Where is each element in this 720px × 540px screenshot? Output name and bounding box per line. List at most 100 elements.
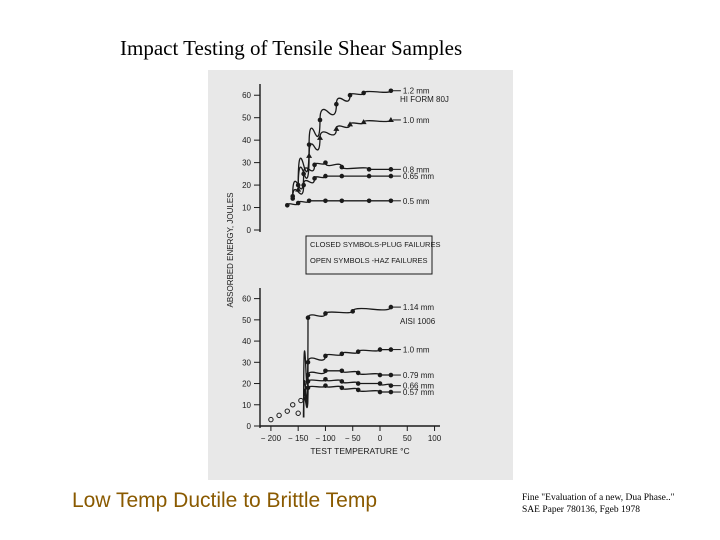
upper-y-tick-label: 10 (242, 204, 251, 213)
upper-y-tick-label: 50 (242, 114, 251, 123)
legend-note-open: OPEN SYMBOLS -HAZ FAILURES (310, 256, 428, 265)
upper-data-point (388, 88, 394, 94)
lower-data-point (323, 311, 328, 316)
upper-data-point (339, 198, 345, 204)
x-tick-label: 0 (378, 434, 383, 443)
lower-data-point (355, 370, 361, 376)
lower-data-point (377, 347, 383, 352)
lower-data-point (388, 383, 394, 388)
upper-y-tick-label: 0 (247, 226, 252, 235)
scanned-chart-figure: 60 50 40 30 20 10 0 HI FORM 80J 1.2 mm 1.0 mm 0.8 … (208, 70, 513, 480)
upper-data-point (347, 121, 353, 127)
upper-data-point (306, 152, 313, 158)
y-axis-label: ABSORBED ENERGY, JOULES (226, 193, 235, 308)
x-tick-label: − 100 (315, 434, 336, 443)
upper-data-point (388, 167, 394, 172)
lower-data-point (339, 385, 345, 391)
lower-y-tick-label: 20 (242, 380, 251, 389)
lower-data-point (388, 372, 394, 378)
lower-panel-label: AISI 1006 (400, 317, 436, 326)
x-tick-label: 100 (428, 434, 442, 443)
lower-data-point (339, 351, 345, 357)
upper-series-line (292, 175, 391, 199)
lower-series-line (302, 385, 392, 418)
upper-y-tick-label: 60 (242, 91, 251, 100)
x-tick-label: − 200 (261, 434, 282, 443)
upper-series-label: 0.8 mm (403, 165, 430, 174)
upper-data-point (323, 198, 328, 204)
lower-data-point (305, 385, 311, 391)
upper-data-point (312, 176, 317, 181)
lower-y-tick-label: 60 (242, 295, 251, 304)
upper-data-point (334, 101, 339, 107)
lower-y-tick-label: 30 (242, 358, 251, 367)
lower-y-tick-label: 0 (247, 422, 252, 431)
upper-y-tick-label: 40 (242, 136, 251, 145)
upper-data-point (284, 202, 290, 208)
reference-line-2: SAE Paper 780136, Fgeb 1978 (522, 505, 640, 515)
lower-open-symbol (284, 408, 290, 414)
lower-series-line (302, 370, 392, 418)
lower-data-point (323, 376, 328, 382)
upper-data-point (387, 116, 394, 122)
upper-data-point (366, 173, 372, 179)
lower-data-point (377, 381, 383, 386)
upper-panel-label: HI FORM 80J (400, 95, 449, 104)
upper-data-point (317, 117, 323, 123)
lower-open-symbol (298, 397, 304, 404)
lower-series-label: 1.14 mm (403, 303, 434, 312)
x-axis-label: TEST TEMPERATURE °C (310, 446, 409, 456)
lower-series-label: 0.79 mm (403, 371, 434, 380)
lower-data-point (323, 353, 328, 359)
lower-data-point (388, 389, 394, 395)
upper-series-label: 1.0 mm (403, 116, 430, 125)
upper-data-point (290, 196, 296, 201)
reference-line-1: Fine "Evaluation of a new, Dua Phase.." (522, 493, 675, 503)
lower-series-label: 1.0 mm (403, 346, 430, 355)
lower-data-point (305, 372, 311, 378)
upper-series-line (297, 119, 392, 190)
legend-note-closed: CLOSED SYMBOLS-PLUG FAILURES (310, 240, 440, 249)
upper-data-point (339, 173, 345, 179)
lower-open-symbol (295, 410, 301, 416)
upper-series-label: 1.2 mm (403, 87, 430, 96)
upper-data-point (312, 162, 317, 168)
lower-open-symbol (268, 416, 274, 423)
upper-y-tick-label: 30 (242, 159, 251, 168)
upper-data-point (388, 173, 394, 179)
upper-data-point (317, 134, 323, 140)
upper-data-point (360, 119, 367, 125)
upper-data-point (295, 200, 301, 206)
lower-data-point (339, 368, 345, 374)
lower-series-label: 0.57 mm (403, 388, 434, 397)
lower-series-line (302, 306, 392, 418)
upper-data-point (366, 167, 372, 172)
lower-data-point (355, 349, 361, 354)
upper-y-tick-label: 20 (242, 181, 251, 190)
upper-data-point (306, 198, 312, 204)
lower-y-tick-label: 40 (242, 337, 251, 346)
upper-data-point (361, 90, 366, 96)
lower-data-point (323, 368, 328, 374)
upper-data-point (366, 198, 372, 204)
legend-box (305, 235, 433, 275)
lower-data-point (355, 381, 361, 386)
upper-data-point (339, 164, 345, 170)
lower-data-point (355, 387, 361, 393)
lower-y-tick-label: 10 (242, 401, 251, 410)
lower-series-label: 0.66 mm (403, 382, 434, 391)
lower-data-point (388, 347, 394, 352)
lower-data-point (388, 304, 394, 310)
upper-data-point (333, 125, 340, 131)
upper-data-point (323, 173, 328, 179)
lower-data-point (305, 379, 311, 384)
lower-data-point (305, 315, 311, 321)
x-tick-label: − 50 (345, 434, 361, 443)
lower-y-tick-label: 50 (242, 316, 251, 325)
upper-data-point (301, 182, 306, 188)
x-tick-label: − 150 (288, 434, 309, 443)
lower-open-symbol (290, 402, 296, 408)
lower-series-line (302, 379, 392, 418)
lower-data-point (339, 379, 345, 384)
x-tick-label: 50 (403, 434, 412, 443)
